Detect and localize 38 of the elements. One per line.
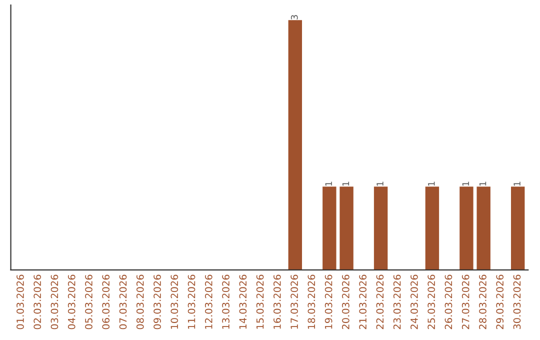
x-tick-label: 18.03.2026 [308, 274, 316, 329]
data-label: 1 [428, 182, 435, 186]
x-tick-label: 08.03.2026 [136, 274, 144, 330]
x-tick-label: 20.03.2026 [342, 274, 350, 330]
x-tick-label: 06.03.2026 [102, 274, 110, 330]
x-tick-label: 23.03.2026 [393, 274, 401, 330]
x-tick-label: 14.03.2026 [239, 274, 247, 329]
x-tick-label: 25.03.2026 [428, 274, 436, 330]
x-tick-label: 03.03.2026 [50, 274, 58, 330]
x-tick-label: 10.03.2026 [170, 274, 178, 329]
x-tick-label: 12.03.2026 [204, 274, 212, 329]
x-tick-label: 21.03.2026 [359, 274, 366, 330]
x-tick-label: 09.03.2026 [154, 274, 161, 330]
x-tick-label: 24.03.2026 [410, 274, 418, 330]
x-tick-label: 05.03.2026 [85, 274, 92, 330]
x-tick-label: 27.03.2026 [462, 274, 470, 330]
data-label: 1 [325, 182, 332, 186]
x-tick-label: 26.03.2026 [444, 274, 452, 330]
x-tick-label: 13.03.2026 [222, 274, 230, 329]
x-tick-label: 04.03.2026 [68, 274, 76, 330]
x-tick-label: 22.03.2026 [376, 274, 384, 330]
x-tick-label: 28.03.2026 [479, 274, 486, 330]
x-tick-label: 01.03.2026 [16, 274, 24, 330]
x-tick-label: 15.03.2026 [256, 274, 264, 329]
x-tick-label: 07.03.2026 [119, 274, 127, 330]
data-label: 1 [462, 182, 469, 186]
x-tick-label: 11.03.2026 [188, 274, 196, 329]
x-tick-label: 30.03.2026 [513, 274, 521, 330]
data-label: 1 [514, 182, 520, 186]
x-tick-label: 29.03.2026 [496, 274, 504, 330]
data-label: 1 [342, 182, 350, 186]
x-tick-label: 16.03.2026 [273, 274, 281, 329]
data-label: 1 [376, 182, 384, 186]
data-label: 1 [479, 182, 486, 186]
x-tick-label: 02.03.2026 [34, 274, 42, 330]
x-tick-label: 19.03.2026 [324, 274, 332, 329]
data-label: 3 [290, 15, 298, 20]
x-tick-label: 17.03.2026 [290, 274, 298, 329]
